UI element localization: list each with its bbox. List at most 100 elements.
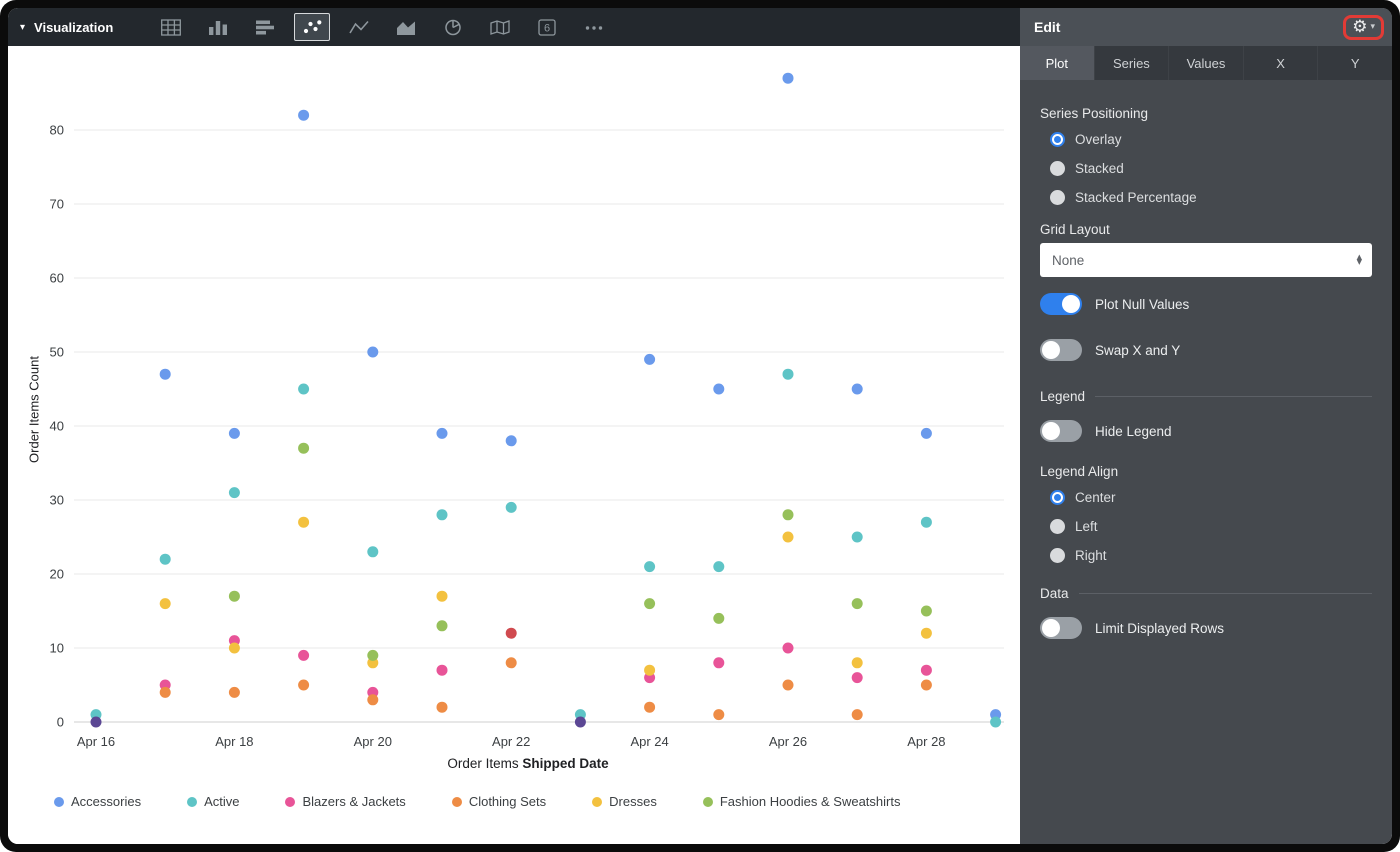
- data-point[interactable]: [505, 627, 517, 639]
- legend-item[interactable]: Clothing Sets: [451, 794, 546, 809]
- tab-series[interactable]: Series: [1093, 46, 1169, 80]
- gear-icon[interactable]: ⚙: [1352, 16, 1368, 37]
- radio-stacked-percentage[interactable]: Stacked Percentage: [1040, 183, 1372, 212]
- chart-type-area-button[interactable]: [388, 13, 424, 41]
- data-point[interactable]: [505, 657, 517, 669]
- scatter-plot-svg: 0 10 20 30 40 50 60 70 80 Apr 16 Apr 18 Apr 20 Apr 2…: [50, 72, 1004, 749]
- data-point[interactable]: [436, 701, 448, 713]
- data-point[interactable]: [920, 605, 932, 617]
- data-point[interactable]: [574, 716, 586, 728]
- data-point[interactable]: [920, 516, 932, 528]
- tab-y[interactable]: Y: [1317, 46, 1392, 80]
- data-point[interactable]: [644, 353, 656, 365]
- data-point[interactable]: [505, 501, 517, 513]
- data-point[interactable]: [851, 531, 863, 543]
- data-point[interactable]: [644, 664, 656, 676]
- data-point[interactable]: [298, 649, 310, 661]
- radio-stacked[interactable]: Stacked: [1040, 154, 1372, 183]
- chart-type-table-button[interactable]: [153, 13, 189, 41]
- data-point[interactable]: [920, 664, 932, 676]
- y-tick-label: 80: [50, 123, 64, 138]
- chart-type-map-button[interactable]: [482, 13, 518, 41]
- data-point[interactable]: [298, 442, 310, 454]
- chart-type-more-button[interactable]: [576, 13, 612, 41]
- radio-left[interactable]: Left: [1040, 512, 1372, 541]
- grid-layout-select[interactable]: None ▲ ▼: [1040, 243, 1372, 277]
- data-point[interactable]: [851, 657, 863, 669]
- data-point[interactable]: [159, 686, 171, 698]
- radio-center[interactable]: Center: [1040, 483, 1372, 512]
- data-point[interactable]: [851, 598, 863, 610]
- data-point[interactable]: [436, 509, 448, 521]
- data-point[interactable]: [782, 368, 794, 380]
- data-point[interactable]: [367, 649, 379, 661]
- data-point[interactable]: [782, 509, 794, 521]
- limit-displayed-rows-toggle[interactable]: [1040, 617, 1082, 639]
- chart-type-single-value-button[interactable]: 6: [529, 13, 565, 41]
- data-point[interactable]: [436, 620, 448, 632]
- data-point[interactable]: [298, 516, 310, 528]
- data-point[interactable]: [228, 487, 240, 499]
- legend-item[interactable]: Active: [187, 794, 239, 809]
- data-point[interactable]: [298, 109, 310, 121]
- data-point[interactable]: [367, 546, 379, 558]
- legend-item[interactable]: Fashion Hoodies & Sweatshirts: [702, 794, 900, 809]
- data-point[interactable]: [713, 383, 725, 395]
- data-section-header: Data: [1040, 586, 1372, 601]
- data-point[interactable]: [920, 627, 932, 639]
- data-point[interactable]: [782, 72, 794, 84]
- y-tick-label: 40: [50, 419, 64, 434]
- chart-type-bar-button[interactable]: [247, 13, 283, 41]
- data-point[interactable]: [159, 598, 171, 610]
- data-point[interactable]: [920, 427, 932, 439]
- tab-values[interactable]: Values: [1168, 46, 1243, 80]
- data-point[interactable]: [228, 642, 240, 654]
- data-point[interactable]: [90, 716, 102, 728]
- data-point[interactable]: [228, 686, 240, 698]
- data-point[interactable]: [990, 716, 1002, 728]
- hide-legend-toggle[interactable]: [1040, 420, 1082, 442]
- data-point[interactable]: [644, 598, 656, 610]
- data-point[interactable]: [367, 694, 379, 706]
- chart-type-line-button[interactable]: [341, 13, 377, 41]
- legend-item[interactable]: Blazers & Jackets: [285, 794, 406, 809]
- legend-dot-icon: [702, 796, 713, 807]
- visualization-collapse[interactable]: ▾ Visualization: [20, 20, 113, 35]
- data-point[interactable]: [644, 701, 656, 713]
- data-point[interactable]: [851, 383, 863, 395]
- chevron-down-icon[interactable]: ▾: [1370, 22, 1375, 32]
- data-point[interactable]: [713, 709, 725, 721]
- data-point[interactable]: [782, 531, 794, 543]
- plot-null-values-toggle[interactable]: [1040, 293, 1082, 315]
- data-point[interactable]: [713, 612, 725, 624]
- swap-x-y-toggle[interactable]: [1040, 339, 1082, 361]
- data-point[interactable]: [436, 427, 448, 439]
- data-point[interactable]: [851, 672, 863, 684]
- radio-overlay[interactable]: Overlay: [1040, 125, 1372, 154]
- data-point[interactable]: [505, 435, 517, 447]
- data-point[interactable]: [228, 427, 240, 439]
- data-point[interactable]: [782, 679, 794, 691]
- data-point[interactable]: [436, 590, 448, 602]
- chart-type-pie-button[interactable]: [435, 13, 471, 41]
- chart-type-scatter-button[interactable]: [294, 13, 331, 41]
- data-point[interactable]: [644, 561, 656, 573]
- data-point[interactable]: [298, 679, 310, 691]
- tab-x[interactable]: X: [1242, 46, 1318, 80]
- data-point[interactable]: [228, 590, 240, 602]
- radio-right[interactable]: Right: [1040, 541, 1372, 570]
- data-point[interactable]: [713, 561, 725, 573]
- data-point[interactable]: [367, 346, 379, 358]
- chart-type-column-button[interactable]: [200, 13, 236, 41]
- data-point[interactable]: [298, 383, 310, 395]
- data-point[interactable]: [159, 553, 171, 565]
- legend-item[interactable]: Accessories: [54, 794, 141, 809]
- data-point[interactable]: [436, 664, 448, 676]
- data-point[interactable]: [782, 642, 794, 654]
- data-point[interactable]: [159, 368, 171, 380]
- legend-item[interactable]: Dresses: [592, 794, 657, 809]
- data-point[interactable]: [920, 679, 932, 691]
- data-point[interactable]: [851, 709, 863, 721]
- tab-plot[interactable]: Plot: [1020, 46, 1094, 80]
- data-point[interactable]: [713, 657, 725, 669]
